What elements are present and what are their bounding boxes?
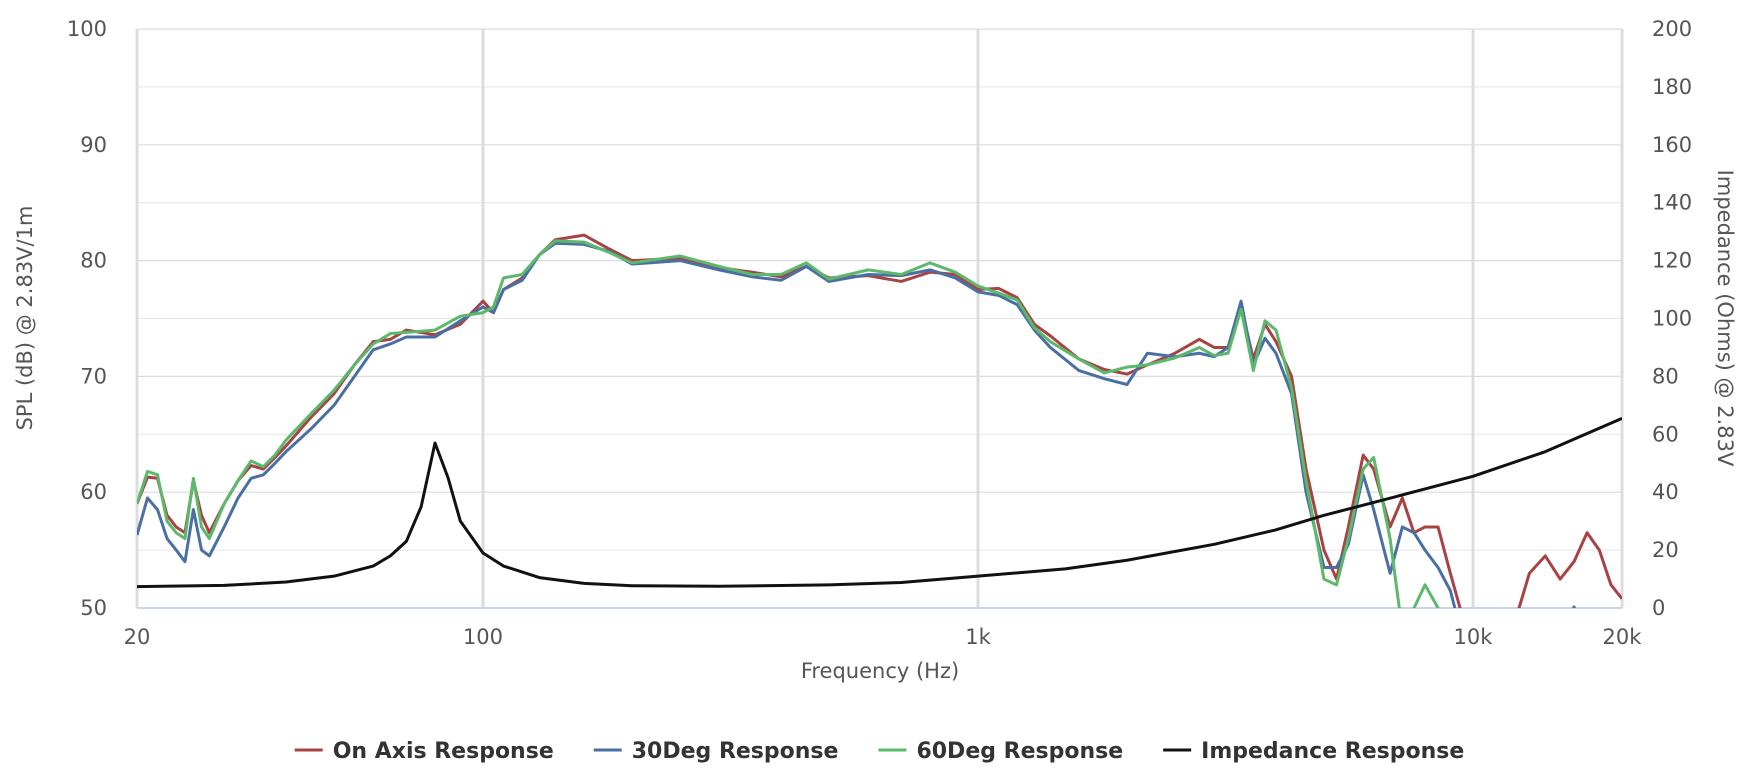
x-tick-label: 100: [463, 625, 503, 649]
y2-tick-label: 200: [1652, 17, 1692, 41]
series-line: [137, 239, 1440, 608]
x-tick-label: 1k: [965, 625, 991, 649]
y-axis-title: SPL (dB) @ 2.83V/1m: [13, 206, 37, 431]
y2-tick-label: 60: [1652, 422, 1679, 446]
y2-tick-label: 40: [1652, 480, 1679, 504]
legend-label: On Axis Response: [333, 739, 554, 764]
series-line: [137, 417, 1622, 589]
y2-tick-label: 160: [1652, 133, 1692, 157]
y2-tick-label: 0: [1652, 596, 1665, 620]
plot-area: [137, 233, 1622, 608]
legend-label: Impedance Response: [1201, 739, 1464, 764]
legend-label: 30Deg Response: [632, 739, 839, 764]
y2-tick-label: 20: [1652, 538, 1679, 562]
y2-tick-label: 180: [1652, 75, 1692, 99]
legend-label: 60Deg Response: [916, 739, 1123, 764]
series-line: [137, 241, 1576, 608]
y-tick-label: 80: [80, 249, 107, 273]
x-tick-label: 10k: [1454, 625, 1494, 649]
legend: On Axis Response 30Deg Response 60Deg Resp…: [294, 739, 1464, 764]
y-tick-label: 60: [80, 480, 107, 504]
x-axis-title: Frequency (Hz): [801, 659, 959, 683]
y2-tick-label: 100: [1652, 307, 1692, 331]
y-tick-label: 100: [67, 17, 107, 41]
y2-tick-label: 120: [1652, 249, 1692, 273]
y-tick-label: 70: [80, 364, 107, 388]
y2-tick-label: 80: [1652, 364, 1679, 388]
x-tick-label: 20k: [1603, 625, 1643, 649]
y2-axis-title: Impedance (Ohms) @ 2.83V: [1713, 170, 1737, 467]
series-line: [137, 233, 1622, 608]
y-tick-label: 50: [80, 596, 107, 620]
y2-tick-label: 140: [1652, 191, 1692, 215]
x-tick-label: 20: [124, 625, 151, 649]
y-tick-label: 90: [80, 133, 107, 157]
